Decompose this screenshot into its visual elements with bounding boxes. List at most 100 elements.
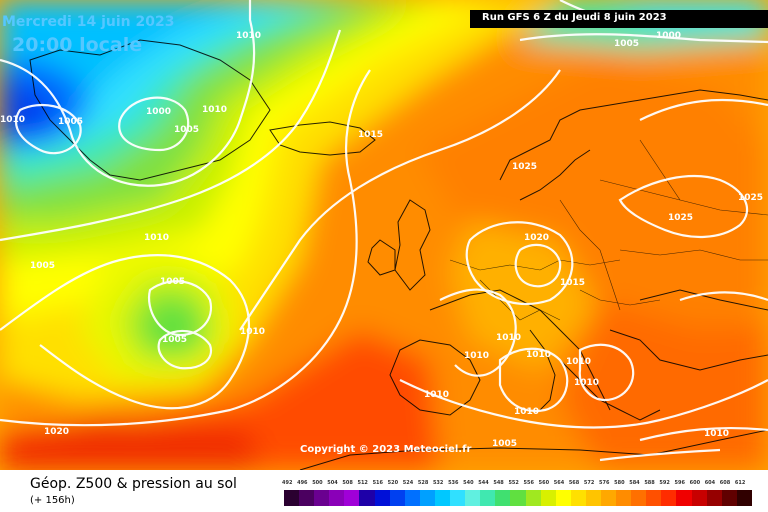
color-scale-label: 500: [312, 480, 323, 486]
color-scale-label: 608: [719, 480, 731, 486]
color-scale-label: 536: [448, 480, 459, 486]
color-scale-label: 496: [297, 480, 308, 486]
coastlines: [29, 39, 768, 470]
isobar-label: 1010: [496, 333, 521, 343]
color-scale-label: 588: [644, 480, 655, 486]
color-scale-swatch: [570, 490, 586, 506]
isobar-label: 1010: [704, 429, 729, 439]
color-scale-label: 572: [583, 480, 595, 486]
isobar-label: 1010: [424, 390, 449, 400]
isobar-label: 1020: [524, 233, 549, 243]
isobar-label: 1010: [236, 31, 261, 41]
color-scale-label: 520: [387, 480, 399, 486]
run-label: Run GFS 6 Z du Jeudi 8 juin 2023: [482, 12, 667, 23]
color-scale-label: 524: [402, 480, 414, 486]
color-scale-swatch: [419, 490, 435, 506]
color-scale-swatch: [600, 490, 617, 506]
color-scale-swatch: [691, 490, 707, 506]
color-scale-label: 564: [553, 480, 565, 486]
map-subtitle: (+ 156h): [30, 495, 75, 506]
isobar-label: 1020: [44, 427, 69, 437]
color-scale-swatch: [721, 490, 737, 506]
run-info-box: Run GFS 6 Z du Jeudi 8 juin 2023: [470, 10, 768, 28]
country-borders: [449, 139, 768, 321]
color-scale-label: 560: [538, 480, 550, 486]
color-scale-label: 604: [704, 480, 716, 486]
color-scale-label: 556: [523, 480, 534, 486]
color-scale-swatch: [480, 490, 496, 506]
map-title: Géop. Z500 & pression au sol: [30, 476, 237, 492]
geopotential-field: [0, 0, 768, 470]
color-scale-labels: 492 496 500 504 508 512 516 520 524 528 532 536 540 5…: [282, 480, 752, 490]
color-scale-label: 596: [674, 480, 685, 486]
color-scale-label: 580: [614, 480, 625, 486]
color-scale-swatch: [661, 490, 677, 506]
isobar-label: 1025: [512, 162, 537, 172]
color-scale-label: 612: [734, 480, 746, 486]
color-scale-label: 528: [417, 480, 429, 486]
isobar-label: 1005: [160, 277, 185, 287]
color-scale-swatch: [374, 490, 390, 506]
color-scale-swatch: [555, 490, 571, 506]
color-scale-label: 504: [327, 480, 338, 486]
color-scale-swatch: [736, 490, 752, 506]
isobar-label: 1010: [566, 357, 591, 367]
color-scale-label: 576: [599, 480, 610, 486]
isobar-label: 1005: [174, 125, 199, 135]
color-scale-swatch: [450, 490, 466, 506]
color-scale-swatch: [616, 490, 632, 506]
copyright-notice: Copyright © 2023 Meteociel.fr: [300, 444, 472, 455]
color-scale-swatch: [540, 490, 556, 506]
color-scale-bar: [284, 490, 752, 506]
isobar-label: 1010: [240, 327, 265, 337]
color-scale-label: 544: [478, 480, 489, 486]
color-scale-swatch: [676, 490, 692, 506]
isobar-label: 1015: [358, 130, 383, 140]
isobar-label: 1010: [464, 351, 489, 361]
color-scale-swatch: [495, 490, 511, 506]
color-scale-swatch: [329, 490, 345, 506]
color-scale-swatch: [404, 490, 420, 506]
color-scale-swatch: [284, 490, 300, 506]
color-scale-label: 540: [463, 480, 474, 486]
isobar-label: 1000: [146, 107, 171, 117]
color-scale-label: 552: [508, 480, 519, 486]
color-scale-swatch: [434, 490, 451, 506]
color-scale-label: 592: [659, 480, 670, 486]
color-scale-swatch: [389, 490, 405, 506]
color-scale-label: 492: [282, 480, 293, 486]
isobar-label: 1010: [144, 233, 169, 243]
map-canvas: 1010 1010 1005 1005 1000 1000 1010 1005 …: [0, 0, 768, 470]
weather-map: 1010 1010 1005 1005 1000 1000 1010 1005 …: [0, 0, 768, 470]
isobar-label: 1015: [560, 278, 585, 288]
isobar-label: 1010: [514, 407, 539, 417]
color-scale-swatch: [465, 490, 481, 506]
isobar-labels: 1010 1010 1005 1005 1000 1000 1010 1005 …: [0, 31, 763, 449]
color-scale-swatch: [706, 490, 722, 506]
color-scale-swatch: [525, 490, 541, 506]
isobar-label: 1010: [574, 378, 599, 388]
isobar-label: 1005: [58, 117, 83, 127]
color-scale-label: 568: [568, 480, 580, 486]
color-scale-swatch: [585, 490, 601, 506]
color-scale-swatch: [631, 490, 647, 506]
isobar-label: 1010: [202, 105, 227, 115]
color-scale-label: 600: [689, 480, 701, 486]
isobar-label: 1005: [162, 335, 187, 345]
isobar-label: 1025: [668, 213, 693, 223]
isobars: [0, 0, 768, 462]
color-scale-label: 584: [629, 480, 640, 486]
isobar-label: 1005: [30, 261, 55, 271]
color-scale-label: 532: [432, 480, 444, 486]
color-scale-swatch: [344, 490, 360, 506]
color-scale-label: 512: [357, 480, 368, 486]
color-scale-label: 516: [372, 480, 384, 486]
forecast-time: 20:00 locale: [12, 34, 143, 56]
color-scale-swatch: [510, 490, 526, 506]
forecast-date: Mercredi 14 juin 2023: [2, 14, 175, 30]
isobar-label: 1025: [738, 193, 763, 203]
isobar-label: 1005: [614, 39, 639, 49]
color-scale-label: 548: [493, 480, 504, 486]
isobar-label: 1005: [492, 439, 517, 449]
